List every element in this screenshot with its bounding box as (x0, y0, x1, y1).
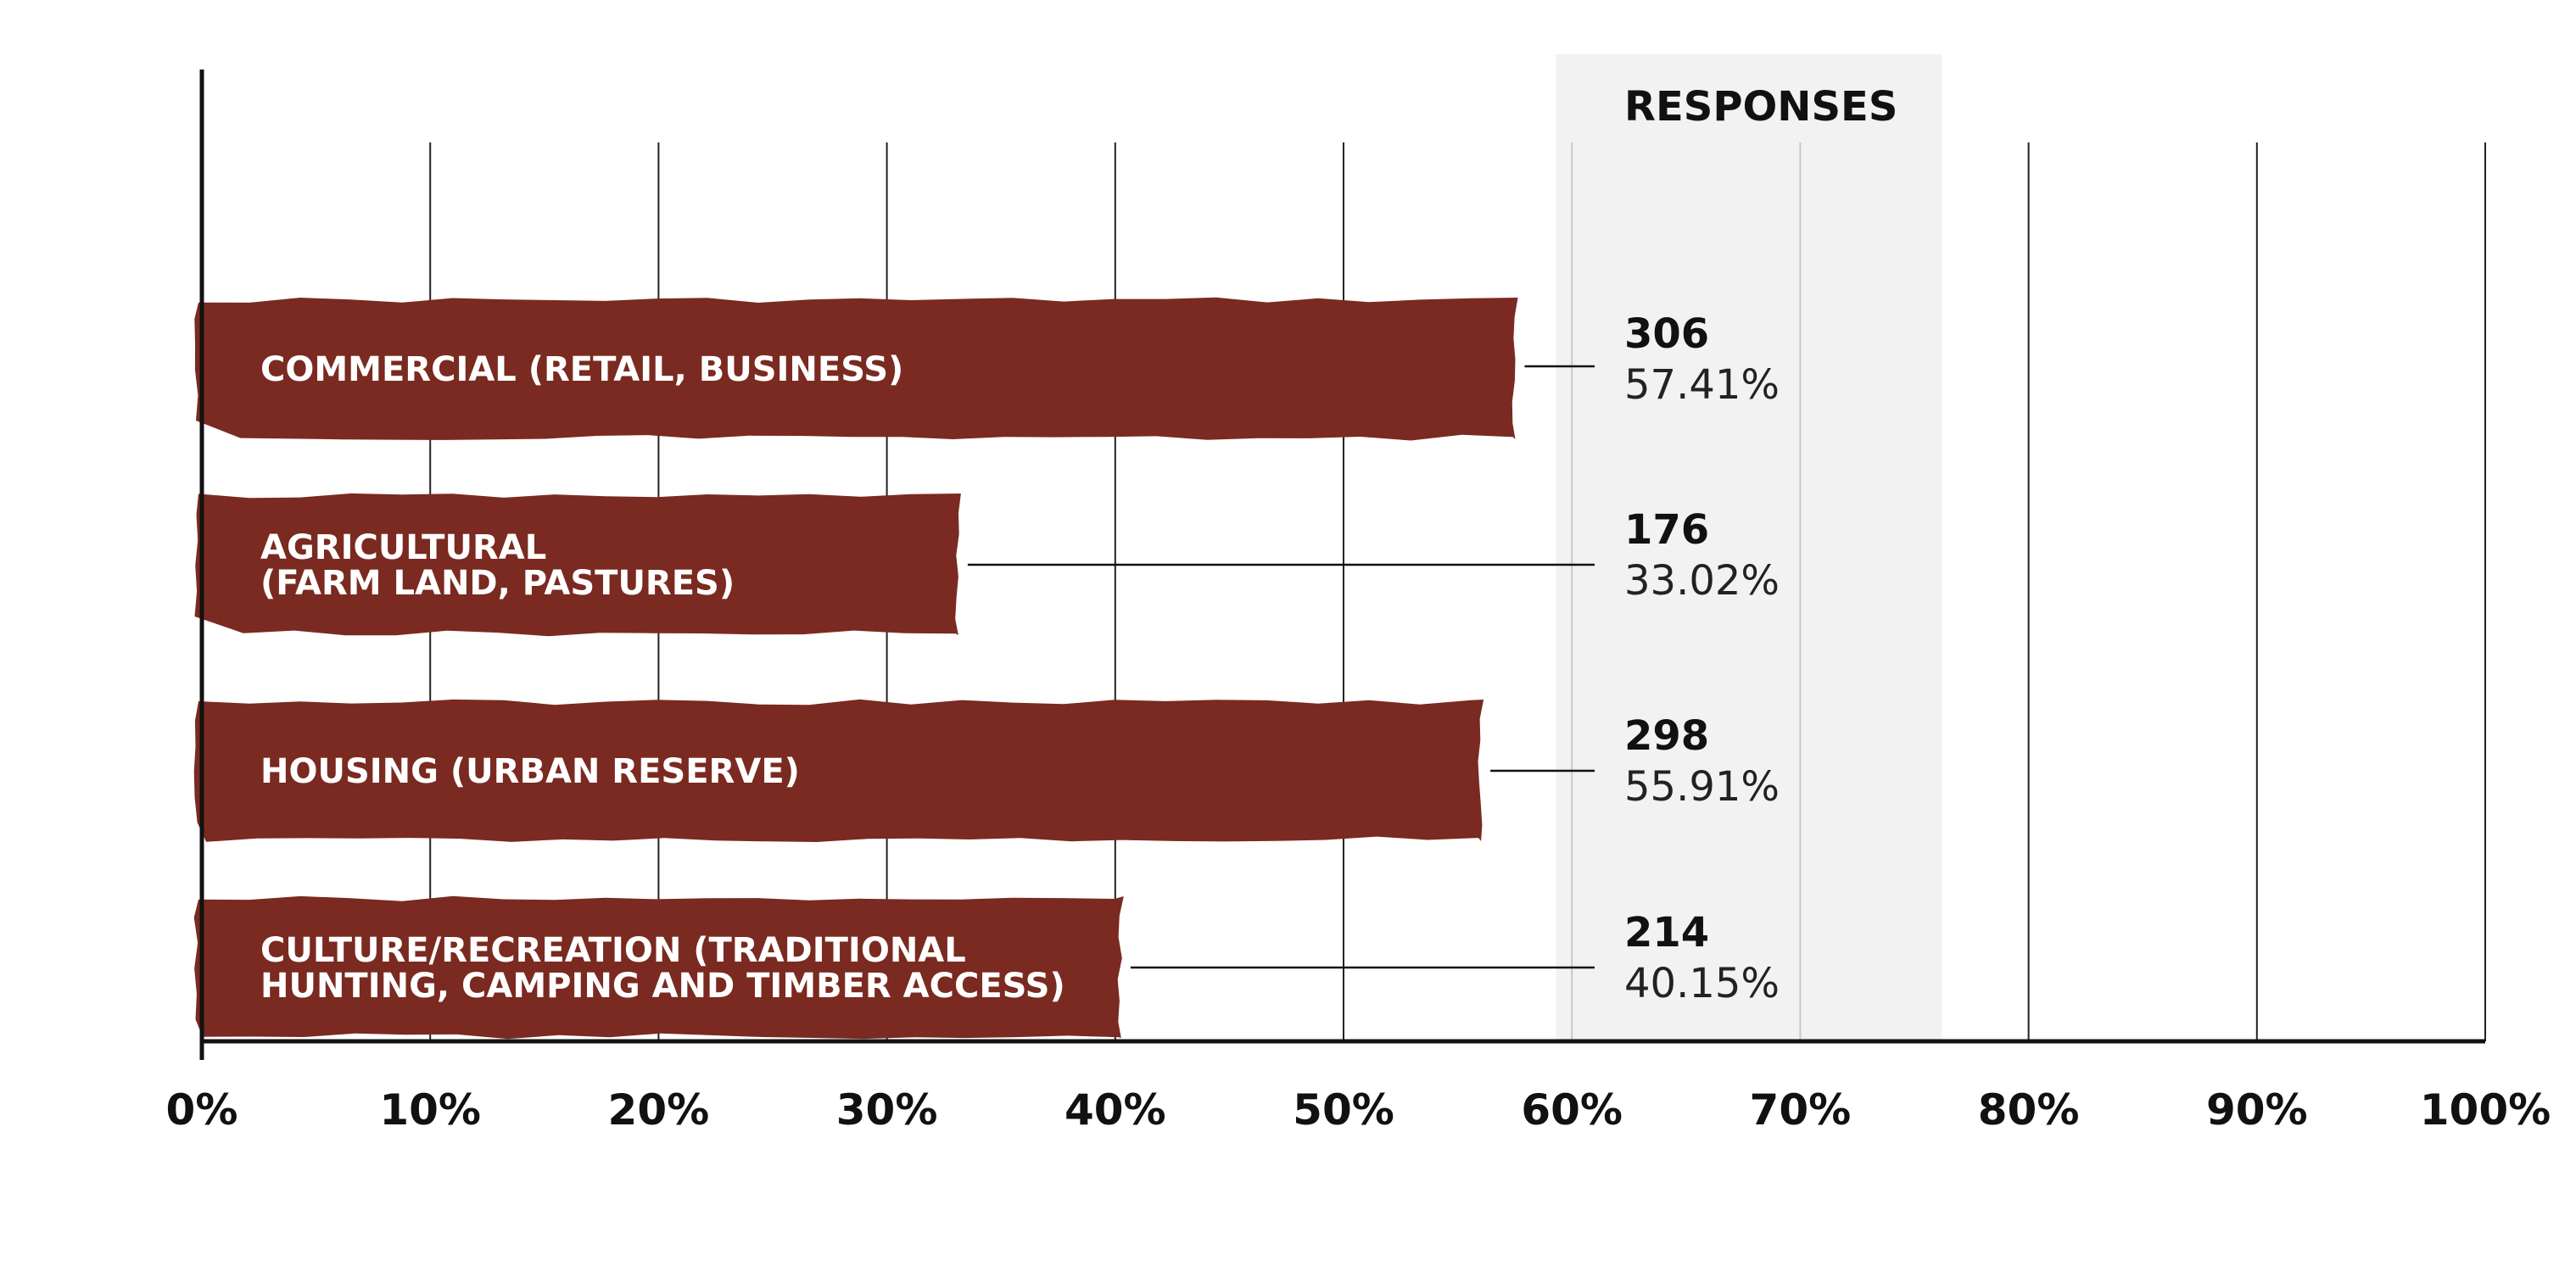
bar-3 (193, 699, 1484, 842)
response-count-1: 306 (1624, 310, 1709, 358)
bar-label-4-line-1: CULTURE/RECREATION (TRADITIONAL (260, 931, 966, 970)
x-tick-label-0: 0% (166, 1085, 238, 1135)
x-tick-label-80: 80% (1978, 1085, 2080, 1135)
responses-header: RESPONSES (1624, 83, 1897, 131)
bar-label-2-line-1: AGRICULTURAL (260, 528, 546, 567)
x-tick-label-60: 60% (1521, 1085, 1623, 1135)
x-tick-label-20: 20% (608, 1085, 710, 1135)
response-percent-3: 55.91% (1624, 763, 1780, 811)
x-tick-label-30: 30% (836, 1085, 938, 1135)
x-tick-label-40: 40% (1064, 1085, 1166, 1135)
response-percent-2: 33.02% (1624, 557, 1780, 605)
response-percent-4: 40.15% (1624, 960, 1780, 1007)
response-percent-1: 57.41% (1624, 361, 1780, 409)
bar-label-1-line-1: COMMERCIAL (RETAIL, BUSINESS) (260, 350, 903, 389)
bar-label-4-line-2: HUNTING, CAMPING AND TIMBER ACCESS) (260, 967, 1065, 1006)
x-tick-label-50: 50% (1293, 1085, 1394, 1135)
bar-4 (193, 895, 1124, 1040)
responses-column-band (1556, 54, 1942, 1041)
bar-2 (194, 493, 961, 637)
bar-1 (194, 297, 1518, 441)
response-count-3: 298 (1624, 712, 1709, 760)
x-tick-label-90: 90% (2206, 1085, 2308, 1135)
bar-label-2-line-2: (FARM LAND, PASTURES) (260, 564, 735, 603)
response-count-2: 176 (1624, 506, 1709, 554)
x-tick-label-10: 10% (379, 1085, 481, 1135)
x-tick-label-100: 100% (2420, 1085, 2551, 1135)
response-count-4: 214 (1624, 909, 1709, 956)
x-tick-label-70: 70% (1750, 1085, 1852, 1135)
bar-label-3-line-1: HOUSING (URBAN RESERVE) (260, 752, 800, 791)
